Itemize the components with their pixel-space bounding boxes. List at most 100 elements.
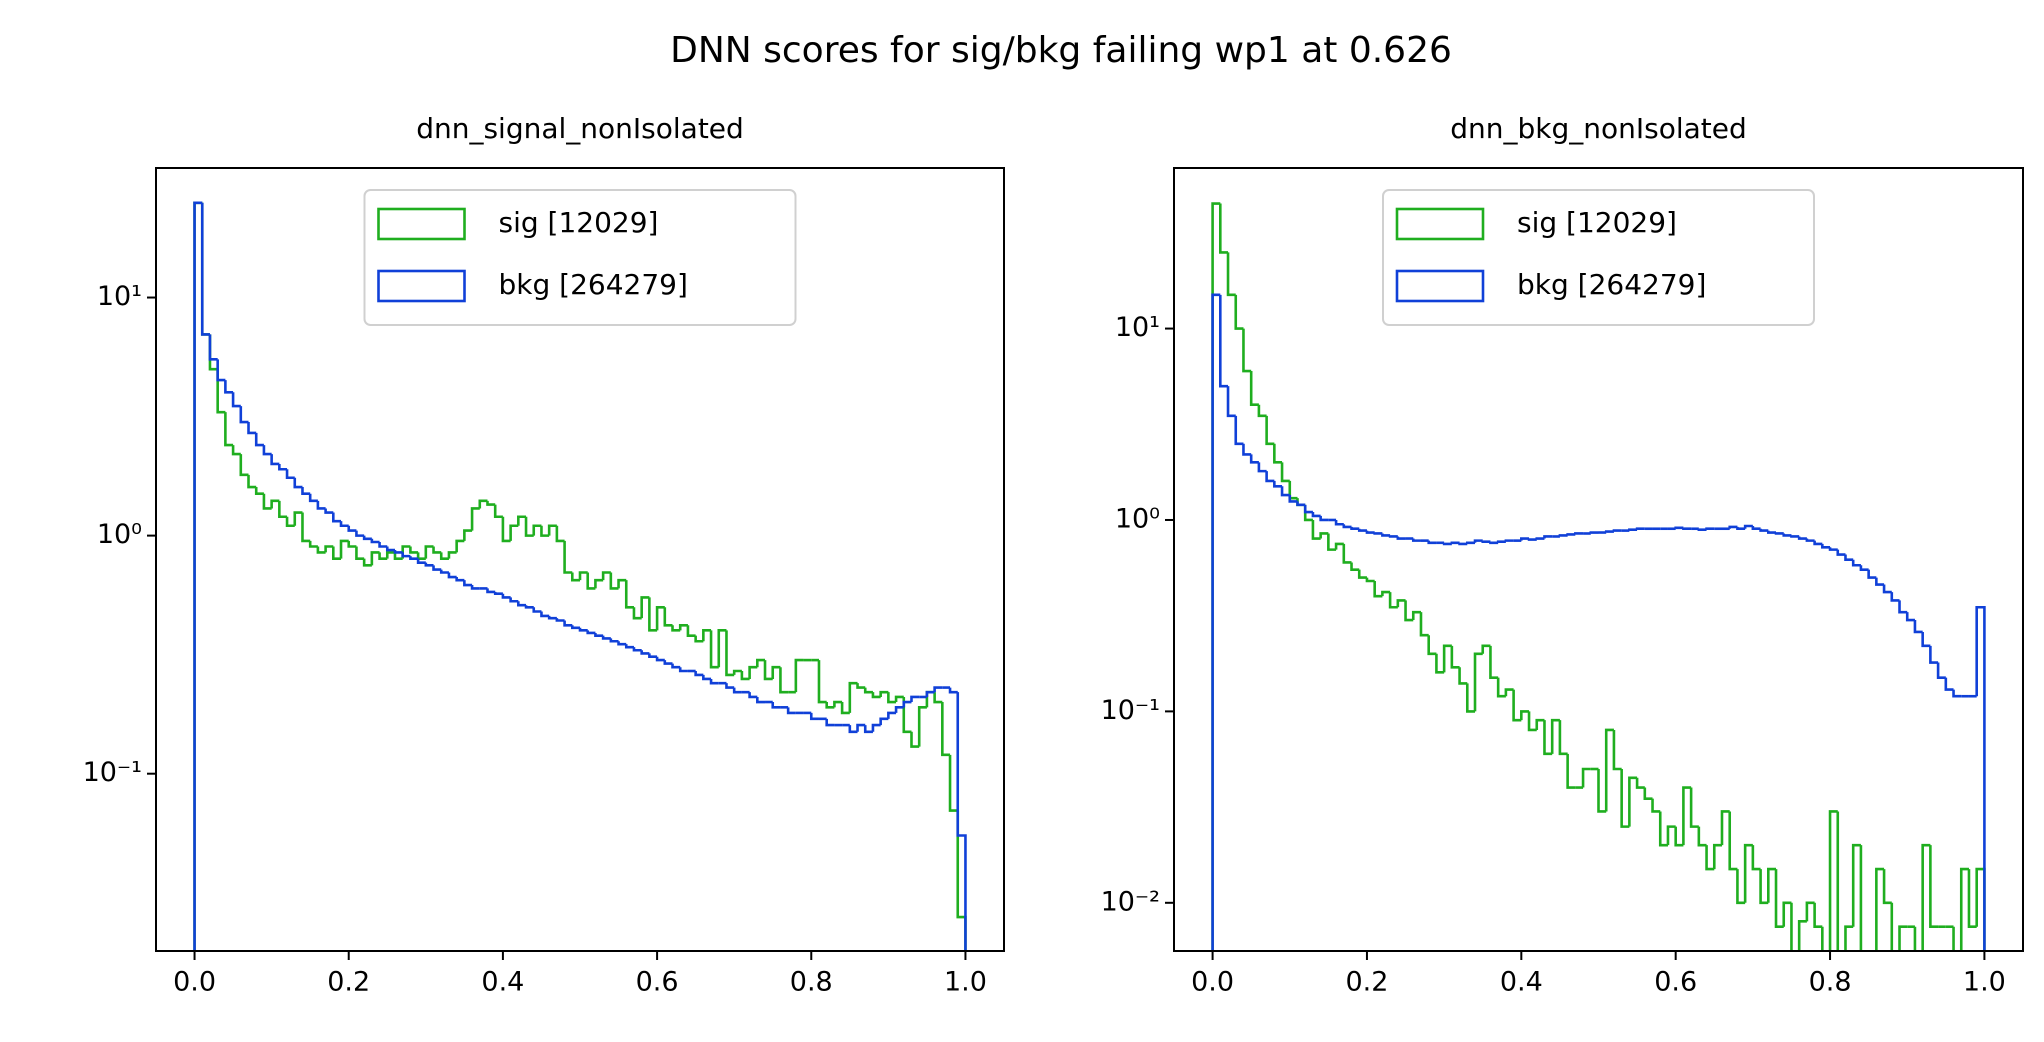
hist-step bbox=[948, 687, 958, 694]
legend-label: bkg [264279] bbox=[499, 268, 688, 301]
hist-step bbox=[1520, 537, 1530, 541]
hist-step bbox=[1257, 404, 1267, 418]
hist-step bbox=[208, 334, 218, 361]
hist-step bbox=[1558, 720, 1568, 756]
hist-step bbox=[1913, 926, 1917, 951]
hist-step bbox=[1365, 577, 1375, 583]
hist-step bbox=[756, 696, 766, 704]
hist-step bbox=[609, 572, 619, 590]
hist-step bbox=[617, 641, 627, 646]
hist-step bbox=[1921, 843, 1931, 951]
hist-step bbox=[732, 669, 742, 675]
hist-step bbox=[702, 629, 712, 642]
hist-step bbox=[1743, 843, 1753, 903]
y-tick-label: 10⁻¹ bbox=[83, 757, 142, 788]
legend-swatch bbox=[1395, 269, 1485, 303]
hist-step bbox=[447, 572, 457, 579]
hist-step bbox=[663, 660, 673, 665]
hist-step bbox=[378, 552, 388, 560]
hist-step bbox=[532, 607, 542, 613]
hist-step bbox=[1597, 769, 1607, 813]
hist-step bbox=[686, 625, 696, 637]
hist-step bbox=[586, 572, 596, 590]
hist-step bbox=[1465, 541, 1476, 545]
hist-step bbox=[1929, 845, 1939, 929]
hist-step bbox=[370, 538, 380, 544]
hist-step bbox=[1728, 811, 1738, 871]
hist-step bbox=[1396, 536, 1406, 540]
hist-step bbox=[355, 546, 365, 560]
hist-step bbox=[486, 588, 496, 594]
hist-step bbox=[1496, 540, 1506, 544]
hist-step bbox=[879, 690, 889, 697]
hist-step bbox=[1828, 547, 1838, 551]
hist-step bbox=[948, 754, 958, 812]
legend-swatch bbox=[377, 269, 466, 303]
hist-step bbox=[1211, 293, 1221, 951]
hist-step bbox=[1365, 530, 1375, 534]
hist-step bbox=[224, 412, 234, 447]
hist-step bbox=[347, 540, 357, 548]
hist-step bbox=[717, 629, 727, 668]
hist-step bbox=[910, 695, 920, 703]
hist-step bbox=[1836, 811, 1840, 951]
hist-step bbox=[917, 706, 927, 747]
hist-step bbox=[362, 535, 372, 541]
hist-step bbox=[1280, 486, 1290, 497]
hist-step bbox=[524, 605, 534, 609]
hist-step bbox=[856, 683, 866, 689]
hist-step bbox=[547, 615, 557, 620]
hist-step bbox=[1342, 543, 1352, 564]
hist-step bbox=[339, 521, 349, 528]
hist-step bbox=[247, 422, 257, 435]
hist-step bbox=[863, 725, 873, 734]
hist-step bbox=[956, 692, 967, 951]
hist-step bbox=[355, 530, 365, 537]
x-tick-label: 0.6 bbox=[636, 967, 679, 998]
x-tick-label: 0.8 bbox=[790, 967, 833, 998]
hist-step bbox=[1350, 526, 1360, 531]
hist-step bbox=[1242, 443, 1252, 456]
hist-step bbox=[624, 580, 634, 609]
hist-step bbox=[1929, 645, 1939, 664]
hist-step bbox=[424, 545, 434, 559]
hist-step bbox=[200, 202, 210, 336]
hist-step bbox=[1489, 645, 1499, 679]
hist-step bbox=[1543, 720, 1553, 756]
hist-step bbox=[1936, 662, 1946, 679]
hist-step bbox=[509, 524, 519, 541]
hist-step bbox=[1327, 533, 1337, 551]
hist-step bbox=[1334, 519, 1344, 526]
hist-step bbox=[809, 712, 819, 721]
hist-step bbox=[1558, 534, 1568, 537]
hist-step bbox=[871, 692, 881, 699]
hist-step bbox=[509, 597, 519, 603]
hist-step bbox=[254, 432, 264, 447]
hist-step bbox=[1226, 386, 1236, 418]
axes-frame bbox=[1173, 167, 2024, 952]
hist-step bbox=[1782, 533, 1792, 537]
hist-step bbox=[439, 552, 449, 560]
hist-step bbox=[1705, 845, 1715, 871]
hist-step bbox=[224, 380, 234, 394]
hist-step bbox=[1875, 577, 1885, 586]
hist-step bbox=[655, 656, 665, 662]
hist-step bbox=[501, 516, 511, 543]
hist-step bbox=[1890, 902, 1894, 951]
hist-step bbox=[1743, 524, 1753, 529]
x-tick-label: 1.0 bbox=[1963, 967, 2006, 998]
hist-step bbox=[1520, 710, 1530, 721]
hist-step bbox=[1450, 645, 1460, 669]
hist-step bbox=[1821, 543, 1831, 549]
hist-step bbox=[640, 650, 650, 655]
hist-step bbox=[1952, 689, 1962, 698]
hist-step bbox=[1226, 252, 1236, 297]
hist-step bbox=[1967, 869, 1977, 929]
hist-step bbox=[1774, 869, 1784, 929]
hist-step bbox=[1635, 777, 1645, 789]
hist-step bbox=[1604, 530, 1614, 533]
hist-step bbox=[409, 546, 419, 554]
hist-step bbox=[1828, 810, 1838, 951]
hist-step bbox=[1851, 559, 1861, 567]
